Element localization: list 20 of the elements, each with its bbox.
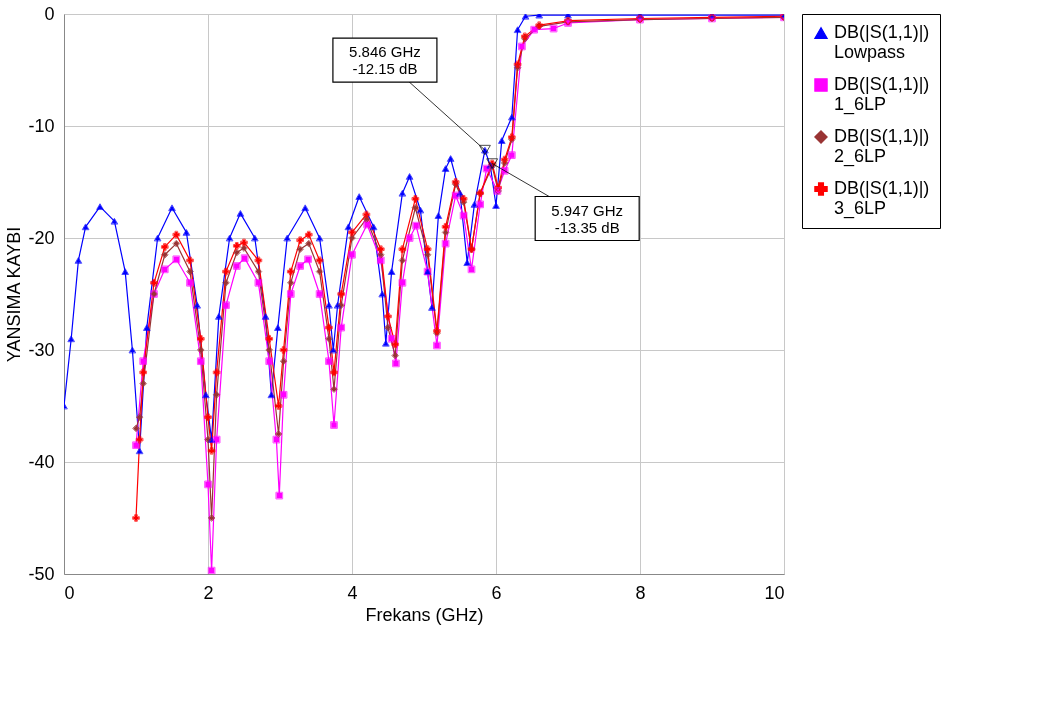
y-tick-label: -40 bbox=[28, 451, 55, 472]
x-tick-label: 6 bbox=[491, 582, 502, 603]
y-tick-label: -10 bbox=[28, 115, 55, 136]
x-tick-label: 2 bbox=[203, 582, 214, 603]
x-tick-label: 10 bbox=[764, 582, 785, 603]
y-tick-label: 0 bbox=[44, 3, 55, 24]
x-tick-label: 4 bbox=[347, 582, 358, 603]
y-axis-title: YANSIMA KAYBI bbox=[4, 226, 25, 363]
y-tick-label: -50 bbox=[28, 563, 55, 584]
x-tick-label: 8 bbox=[635, 582, 646, 603]
x-axis-title: Frekans (GHz) bbox=[365, 604, 484, 625]
y-tick-label: -20 bbox=[28, 227, 55, 248]
legend-label: DB(|S(1,1)|) 2_6LP bbox=[834, 126, 930, 167]
legend-label: DB(|S(1,1)|) 3_6LP bbox=[834, 178, 930, 219]
annotation: 5.947 GHz -13.35 dB bbox=[551, 201, 624, 236]
legend-label: DB(|S(1,1)|) 1_6LP bbox=[834, 74, 930, 115]
x-tick-label: 0 bbox=[64, 582, 75, 603]
legend-label: DB(|S(1,1)|) Lowpass bbox=[834, 22, 930, 62]
y-tick-label: -30 bbox=[28, 339, 55, 360]
annotation: 5.846 GHz -12.15 dB bbox=[349, 43, 421, 78]
